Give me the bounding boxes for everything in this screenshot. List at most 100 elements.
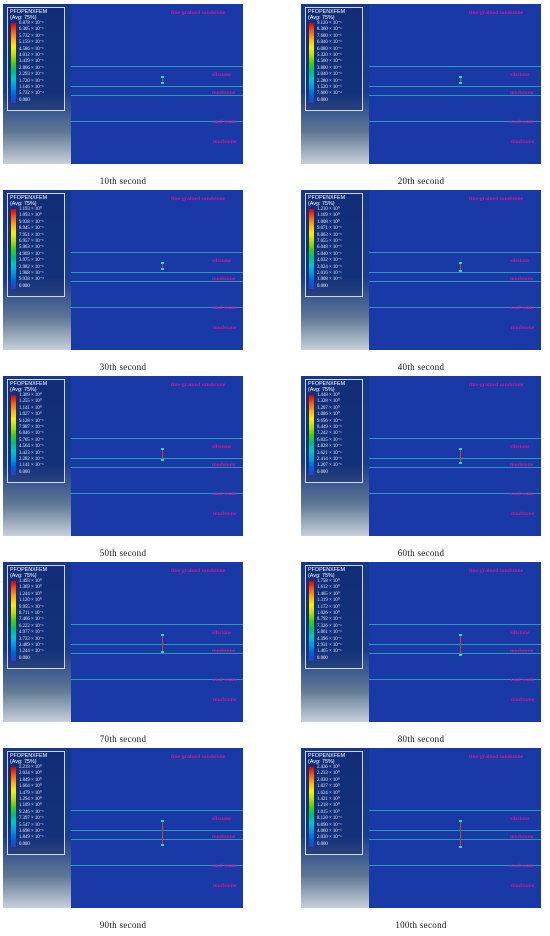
layer-label-fine-grained-sandstone: fine-grained sandstone [469, 196, 524, 202]
layer-boundary [71, 810, 243, 811]
legend-title: PFOPENXFEM [10, 567, 48, 573]
legend-value: 4.032 × 10⁻¹ [317, 258, 342, 264]
layer-boundary [369, 467, 541, 468]
panel-caption: 100th second [395, 920, 447, 930]
strata-model [71, 748, 243, 908]
layer-boundary [71, 281, 243, 282]
layer-label-mudstone: mudstone [212, 648, 236, 654]
legend-value: 3.621 × 10⁻¹ [317, 450, 342, 456]
legend-value: 5.159 × 10⁻¹ [19, 40, 44, 46]
layer-boundary [369, 653, 541, 654]
legend-value: 7.326 × 10⁻¹ [317, 623, 342, 629]
legend-value: 2.293 × 10⁻¹ [19, 72, 44, 78]
layer-label-siltstone: siltstone [212, 258, 232, 264]
legend-value: 3.439 × 10⁻¹ [19, 59, 44, 65]
legend-value: 8.449 × 10⁻¹ [317, 425, 342, 430]
strata-model [369, 748, 541, 908]
layer-label-fine-grained-sandstone: fine-grained sandstone [171, 754, 226, 760]
legend-value: 1.624 × 10⁰ [317, 790, 340, 796]
panel-caption: 20th second [397, 176, 445, 186]
layer-label-mudstone: mudstone [213, 883, 237, 889]
contour-panel: fine-grained sandstone siltstone mudstone c… [301, 562, 541, 722]
legend-value: 0.000 [19, 283, 30, 289]
layer-label-siltstone: siltstone [212, 630, 232, 636]
legend-value: 5.861 × 10⁻¹ [317, 630, 342, 636]
legend-value: 2.016 × 10⁻¹ [317, 271, 342, 276]
color-legend: PFOPENXFEM (Avg: 75%) 2.436 × 10⁰ 2.233 × 1… [305, 751, 363, 855]
legend-value: 6.080 × 10⁻¹ [317, 46, 342, 52]
layer-boundary [71, 839, 243, 840]
panel-caption: 50th second [99, 548, 147, 558]
legend-value: 8.945 × 10⁻¹ [19, 226, 44, 232]
legend-value: 0.000 [317, 469, 328, 475]
layer-label-coal-seam: coal seam [213, 491, 237, 497]
legend-value: 1.141 × 10⁰ [19, 405, 42, 411]
layer-boundary [369, 438, 541, 439]
legend-value: 2.489 × 10⁻¹ [19, 643, 44, 648]
layer-label-mudstone: mudstone [511, 883, 535, 889]
legend-value: 0.000 [317, 655, 328, 661]
legend-color-bar [309, 767, 314, 847]
legend-value: 3.423 × 10⁻¹ [19, 450, 44, 456]
layer-label-mudstone: mudstone [212, 462, 236, 468]
legend-value: 1.369 × 10⁰ [19, 585, 42, 591]
legend-value: 1.207 × 10⁻¹ [317, 463, 342, 469]
legend-value: 2.034 × 10⁰ [19, 771, 42, 777]
legend-value: 7.055 × 10⁻¹ [317, 239, 342, 244]
layer-label-siltstone: siltstone [510, 630, 530, 636]
layer-boundary [71, 467, 243, 468]
layer-label-mudstone: mudstone [510, 90, 534, 96]
layer-boundary [71, 438, 243, 439]
legend-value: 6.222 × 10⁻¹ [19, 623, 44, 629]
legend-value: 1.448 × 10⁰ [317, 393, 340, 398]
legend-value: 5.732 × 10⁻² [19, 91, 44, 97]
layer-boundary [71, 644, 243, 645]
legend-value: 6.878 × 10⁻¹ [19, 21, 44, 26]
hydraulic-fracture [161, 262, 164, 270]
legend-value: 2.982 × 10⁻¹ [19, 264, 44, 270]
layer-label-mudstone: mudstone [510, 834, 534, 840]
hydraulic-fracture [459, 820, 462, 848]
legend-color-bar [11, 767, 16, 847]
legend-value: 8.063 × 10⁻¹ [317, 232, 342, 238]
legend-value: 1.008 × 10⁻¹ [317, 277, 342, 283]
layer-boundary [71, 830, 243, 831]
legend-value: 1.421 × 10⁰ [317, 797, 340, 802]
layer-label-coal-seam: coal seam [511, 677, 535, 683]
legend-title: PFOPENXFEM [10, 381, 48, 387]
layer-label-coal-seam: coal seam [213, 863, 237, 869]
panel-caption: 10th second [99, 176, 147, 186]
legend-title: PFOPENXFEM [10, 9, 48, 15]
legend-value: 5.732 × 10⁻¹ [19, 33, 44, 39]
legend-value: 9.938 × 10⁻¹ [19, 219, 44, 225]
legend-value: 1.720 × 10⁻¹ [19, 78, 44, 84]
legend-value: 8.711 × 10⁻¹ [19, 611, 44, 616]
layer-boundary [71, 86, 243, 87]
legend-value: 4.060 × 10⁻¹ [317, 829, 342, 834]
layer-label-siltstone: siltstone [510, 72, 530, 78]
legend-value: 1.369 × 10⁰ [19, 393, 42, 398]
legend-averaging: (Avg: 75%) [308, 15, 335, 21]
layer-label-fine-grained-sandstone: fine-grained sandstone [171, 196, 226, 202]
layer-label-mudstone: mudstone [511, 697, 535, 703]
panel-caption: 40th second [397, 362, 445, 372]
legend-value: 3.800 × 10⁻¹ [317, 65, 342, 71]
legend-averaging: (Avg: 75%) [10, 387, 37, 393]
legend-value: 1.294 × 10⁰ [19, 797, 42, 802]
strata-model [369, 376, 541, 536]
layer-boundary [71, 66, 243, 67]
legend-value: 2.866 × 10⁻¹ [19, 65, 44, 71]
legend-value: 1.026 × 10⁰ [317, 611, 340, 616]
layer-boundary [369, 830, 541, 831]
legend-value: 6.840 × 10⁻¹ [317, 40, 342, 46]
layer-boundary [369, 644, 541, 645]
legend-color-bar [309, 395, 314, 475]
legend-color-bar [309, 581, 314, 661]
legend-value: 9.128 × 10⁻¹ [19, 418, 44, 424]
panel-caption: 30th second [99, 362, 147, 372]
legend-averaging: (Avg: 75%) [10, 15, 37, 21]
legend-value: 2.233 × 10⁰ [317, 771, 340, 777]
hydraulic-fracture [459, 448, 462, 464]
color-legend: PFOPENXFEM (Avg: 75%) 1.369 × 10⁰ 1.255 × 1… [7, 379, 65, 483]
legend-value: 5.547 × 10⁻¹ [19, 822, 44, 828]
